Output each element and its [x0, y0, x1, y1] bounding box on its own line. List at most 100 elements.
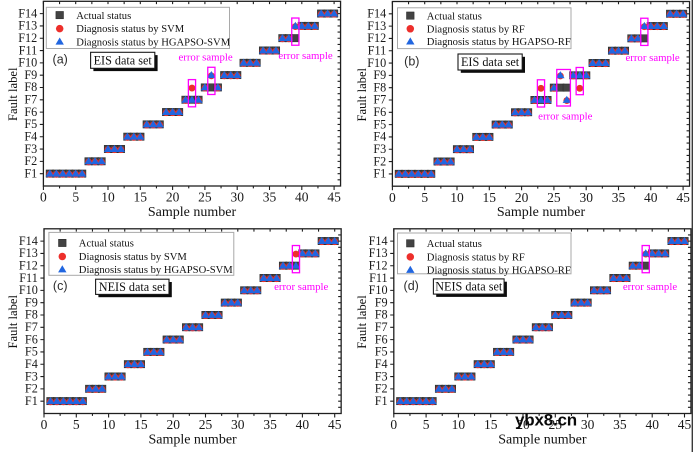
svg-text:F1: F1 [25, 394, 38, 408]
svg-text:F9: F9 [373, 68, 386, 82]
svg-text:EIS data set: EIS data set [94, 54, 153, 68]
svg-text:error sample: error sample [278, 50, 332, 62]
svg-text:F4: F4 [25, 357, 38, 371]
svg-text:Diagnosis status by SVM: Diagnosis status by SVM [79, 252, 188, 263]
svg-text:error sample: error sample [625, 52, 679, 64]
svg-text:20: 20 [515, 190, 529, 205]
svg-text:5: 5 [72, 190, 79, 205]
svg-text:F5: F5 [24, 117, 37, 131]
svg-text:Sample number: Sample number [498, 432, 587, 447]
svg-text:(c): (c) [53, 279, 68, 293]
svg-text:20: 20 [166, 417, 180, 432]
svg-text:10: 10 [102, 417, 116, 432]
svg-text:F6: F6 [24, 105, 37, 119]
svg-text:10: 10 [450, 190, 464, 205]
svg-text:15: 15 [134, 190, 148, 205]
svg-text:F5: F5 [373, 117, 386, 131]
svg-text:Diagnosis status by HGAPSO-RF: Diagnosis status by HGAPSO-RF [427, 37, 571, 48]
svg-text:30: 30 [231, 417, 245, 432]
svg-text:30: 30 [579, 190, 593, 205]
svg-text:Sample number: Sample number [148, 432, 237, 447]
svg-text:error sample: error sample [178, 51, 232, 63]
svg-text:45: 45 [328, 417, 342, 432]
svg-text:F8: F8 [24, 80, 37, 94]
svg-text:F14: F14 [369, 234, 388, 248]
svg-text:F9: F9 [24, 68, 37, 82]
svg-text:25: 25 [549, 417, 563, 432]
svg-text:15: 15 [484, 417, 498, 432]
svg-text:5: 5 [421, 190, 428, 205]
svg-text:Fault label: Fault label [355, 295, 369, 349]
svg-text:Diagnosis status by HGAPSO-RF: Diagnosis status by HGAPSO-RF [427, 266, 571, 277]
svg-text:5: 5 [423, 417, 430, 432]
svg-text:F4: F4 [375, 357, 388, 371]
svg-text:F6: F6 [25, 332, 38, 346]
svg-text:F11: F11 [368, 43, 387, 57]
svg-text:35: 35 [263, 190, 277, 205]
svg-text:10: 10 [101, 190, 115, 205]
svg-text:(b): (b) [404, 54, 419, 68]
svg-text:F7: F7 [375, 320, 388, 334]
svg-text:30: 30 [230, 190, 244, 205]
svg-text:error sample: error sample [538, 110, 592, 122]
svg-text:F14: F14 [367, 7, 386, 21]
svg-text:Actual status: Actual status [76, 11, 131, 22]
svg-text:10: 10 [452, 417, 466, 432]
svg-text:F2: F2 [25, 382, 38, 396]
svg-text:F3: F3 [24, 142, 37, 156]
svg-text:5: 5 [73, 417, 80, 432]
svg-text:F3: F3 [25, 369, 38, 383]
svg-text:error sample: error sample [623, 281, 677, 293]
svg-text:0: 0 [390, 417, 397, 432]
svg-text:15: 15 [483, 190, 497, 205]
svg-text:F3: F3 [373, 142, 386, 156]
svg-text:F12: F12 [19, 258, 38, 272]
svg-text:F14: F14 [19, 234, 38, 248]
svg-text:F11: F11 [19, 271, 38, 285]
svg-text:F9: F9 [25, 295, 38, 309]
svg-text:F12: F12 [18, 31, 37, 45]
svg-text:F13: F13 [19, 246, 38, 260]
svg-text:F10: F10 [367, 56, 386, 70]
svg-text:Actual status: Actual status [427, 11, 482, 22]
svg-text:15: 15 [134, 417, 148, 432]
svg-text:F5: F5 [25, 345, 38, 359]
svg-text:Diagnosis status by RF: Diagnosis status by RF [427, 24, 525, 35]
svg-text:40: 40 [644, 190, 658, 205]
svg-text:Actual status: Actual status [427, 239, 482, 250]
svg-text:F3: F3 [375, 369, 388, 383]
svg-text:Diagnosis status by RF: Diagnosis status by RF [427, 253, 525, 264]
svg-text:Actual status: Actual status [79, 239, 134, 250]
svg-text:F12: F12 [367, 31, 386, 45]
svg-text:35: 35 [612, 190, 626, 205]
svg-text:ybx8.cn: ybx8.cn [515, 411, 577, 430]
svg-text:25: 25 [198, 190, 212, 205]
svg-text:0: 0 [41, 417, 48, 432]
svg-text:20: 20 [516, 417, 530, 432]
svg-text:F8: F8 [25, 308, 38, 322]
svg-text:NEIS data set: NEIS data set [435, 280, 503, 294]
svg-text:Sample number: Sample number [148, 205, 237, 220]
svg-text:F2: F2 [373, 154, 386, 168]
svg-text:F11: F11 [19, 43, 38, 57]
svg-text:F5: F5 [375, 345, 388, 359]
svg-text:40: 40 [295, 190, 309, 205]
svg-text:30: 30 [581, 417, 595, 432]
svg-text:25: 25 [199, 417, 213, 432]
svg-text:Diagnosis status by SVM: Diagnosis status by SVM [76, 24, 185, 35]
svg-text:F8: F8 [375, 308, 388, 322]
svg-text:NEIS data set: NEIS data set [99, 280, 167, 294]
svg-text:F1: F1 [24, 166, 37, 180]
svg-text:Diagnosis status by HGAPSO-SVM: Diagnosis status by HGAPSO-SVM [76, 37, 231, 48]
svg-text:40: 40 [645, 417, 659, 432]
svg-text:F10: F10 [19, 283, 38, 297]
svg-text:0: 0 [389, 190, 396, 205]
svg-text:40: 40 [296, 417, 310, 432]
svg-text:EIS data set: EIS data set [461, 55, 520, 69]
svg-text:(a): (a) [53, 53, 68, 67]
svg-text:Diagnosis status by HGAPSO-SVM: Diagnosis status by HGAPSO-SVM [79, 265, 234, 276]
svg-text:F7: F7 [25, 320, 38, 334]
svg-text:35: 35 [263, 417, 277, 432]
svg-text:F1: F1 [373, 167, 386, 181]
svg-text:35: 35 [613, 417, 627, 432]
